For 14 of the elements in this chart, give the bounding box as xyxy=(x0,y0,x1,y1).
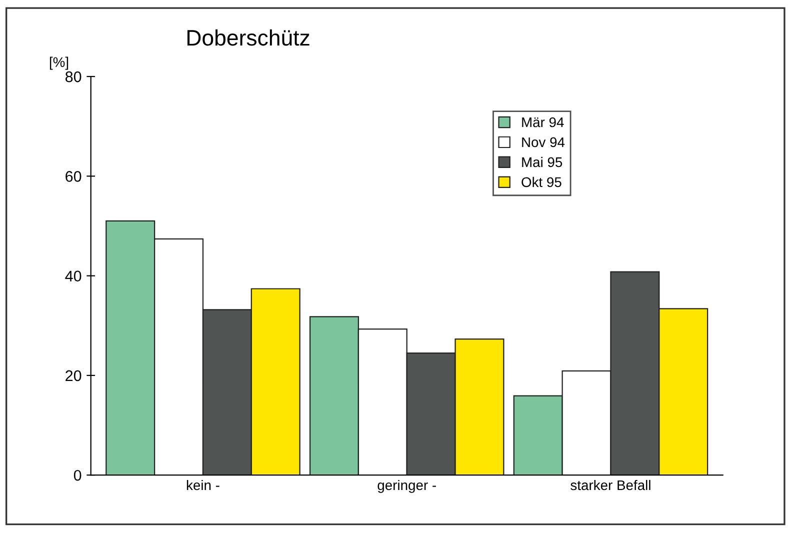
x-tick-label: starker Befall xyxy=(570,480,650,490)
y-tick-label: 60 xyxy=(66,171,82,182)
y-axis-title: [%] xyxy=(50,56,68,70)
legend-label: Okt 95 xyxy=(522,176,562,188)
y-tick-label: 40 xyxy=(65,270,82,282)
legend-label: Nov 94 xyxy=(522,137,565,148)
y-tick-label: 0 xyxy=(74,470,82,481)
legend-label: Mär 94 xyxy=(522,117,564,128)
x-tick-label: kein - xyxy=(186,480,220,490)
chart-title: Doberschütz xyxy=(187,29,310,46)
y-tick-label: 80 xyxy=(65,71,82,82)
y-tick-label: 20 xyxy=(66,370,82,382)
x-tick-label: geringer - xyxy=(378,480,436,493)
legend-label: Mai 95 xyxy=(522,156,562,168)
